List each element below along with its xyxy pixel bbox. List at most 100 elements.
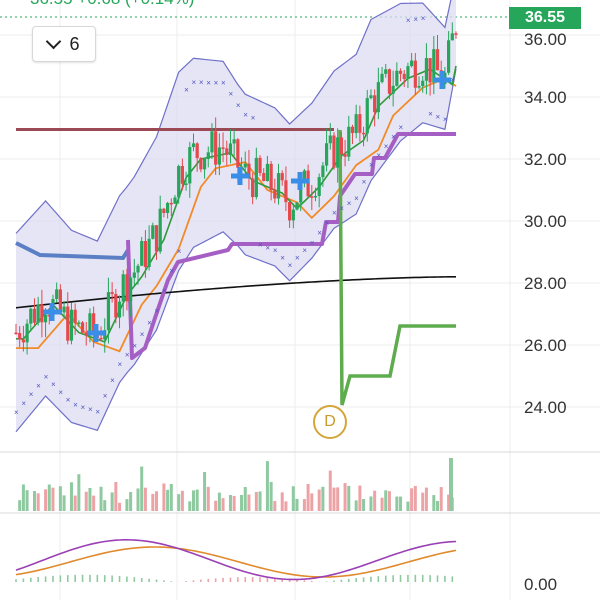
candle-body — [114, 293, 118, 318]
candle-body — [424, 58, 429, 81]
volume-bar — [114, 481, 118, 511]
volume-bar — [273, 500, 277, 511]
cross-marker-v — [237, 167, 243, 185]
volume-bar — [258, 491, 262, 511]
candle-body — [66, 306, 70, 341]
volume-bar — [166, 489, 170, 511]
y-tick-label: 36.00 — [524, 30, 567, 49]
candle-body — [77, 322, 81, 324]
volume-bar — [180, 490, 184, 511]
y-tick-label: 26.00 — [524, 336, 567, 355]
volume-bar — [99, 486, 103, 511]
sar-dot: × — [155, 307, 160, 316]
volume-bar — [336, 487, 340, 511]
volume-bar — [373, 490, 377, 511]
candle-body — [358, 114, 362, 133]
cross-marker-v — [49, 303, 55, 321]
candle-body — [47, 314, 51, 317]
sar-dot: × — [354, 194, 359, 203]
sar-dot: × — [66, 395, 71, 404]
volume-bar — [206, 486, 210, 511]
blue-stop-line — [15, 241, 130, 261]
candle-body — [217, 147, 221, 165]
candle-body — [191, 143, 196, 148]
sar-dot: × — [450, 76, 455, 85]
candle-body — [276, 173, 281, 199]
candle-body — [258, 157, 262, 174]
volume-bar — [188, 501, 192, 511]
candle-body — [295, 202, 299, 210]
volume-bar — [410, 488, 414, 511]
candle-body — [173, 197, 177, 204]
sar-dot: × — [369, 161, 374, 170]
candle-body — [99, 337, 103, 340]
candle-body — [199, 158, 203, 170]
candle-body — [273, 190, 277, 199]
sar-dot: × — [147, 318, 152, 327]
sar-dot: × — [125, 350, 130, 359]
candle-body — [391, 85, 395, 94]
sar-dot: × — [199, 78, 204, 87]
candle-body — [162, 208, 166, 213]
sar-dot: × — [443, 115, 448, 124]
candle-body — [188, 147, 192, 184]
volume-bar — [354, 500, 358, 511]
sar-dot: × — [280, 254, 285, 263]
sar-dot: × — [406, 16, 411, 25]
volume-bar — [191, 490, 195, 511]
bollinger-upper-line — [15, 0, 452, 242]
volume-bar — [32, 491, 36, 511]
candle-body — [402, 73, 406, 79]
volume-bar — [399, 496, 403, 511]
candle-body — [21, 339, 25, 343]
volume-bar — [203, 471, 207, 511]
y-tick-label: 32.00 — [524, 150, 567, 169]
candle-body — [284, 180, 288, 203]
volume-bar — [51, 487, 55, 511]
candle-body — [321, 165, 325, 178]
volume-bar — [328, 470, 332, 511]
sar-dot: × — [162, 287, 167, 296]
candle-body — [228, 143, 233, 155]
volume-bar — [140, 466, 144, 511]
volume-bar — [421, 492, 425, 511]
candle-body — [384, 69, 388, 74]
volume-bar — [69, 482, 73, 511]
volume-bar — [18, 500, 22, 511]
candle-body — [328, 135, 332, 144]
sar-dot: × — [58, 388, 63, 397]
volume-bar — [195, 489, 199, 511]
sar-dot: × — [73, 400, 78, 409]
candle-body — [136, 265, 140, 273]
sar-dot: × — [413, 15, 418, 24]
volume-bar — [362, 499, 366, 511]
moving-average-fast — [16, 65, 457, 343]
candle-body — [317, 177, 321, 196]
y-tick-label: 30.00 — [524, 212, 567, 231]
volume-bar — [447, 494, 451, 511]
candle-body — [110, 292, 114, 294]
candle-body — [269, 163, 273, 191]
volume-bar — [306, 483, 310, 511]
sar-dot: × — [376, 151, 381, 160]
candle-body — [236, 139, 240, 168]
sar-dot: × — [421, 14, 426, 23]
sar-dot: × — [391, 133, 396, 142]
volume-bar — [243, 486, 247, 511]
candle-body — [40, 304, 44, 323]
cross-marker-v — [439, 71, 445, 89]
candle-body — [373, 95, 377, 113]
interval-selector-button[interactable]: 6 — [32, 26, 96, 62]
candle-body — [202, 158, 207, 170]
candle-body — [243, 163, 247, 168]
candle-body — [84, 332, 88, 336]
candle-body — [406, 66, 410, 79]
volume-bar — [343, 483, 347, 511]
candle-body — [280, 173, 284, 181]
sar-dot: × — [88, 405, 93, 414]
candle-body — [225, 148, 229, 155]
dividend-marker[interactable]: D — [313, 405, 347, 439]
cross-marker-v — [297, 172, 303, 190]
candle-body — [417, 85, 421, 88]
